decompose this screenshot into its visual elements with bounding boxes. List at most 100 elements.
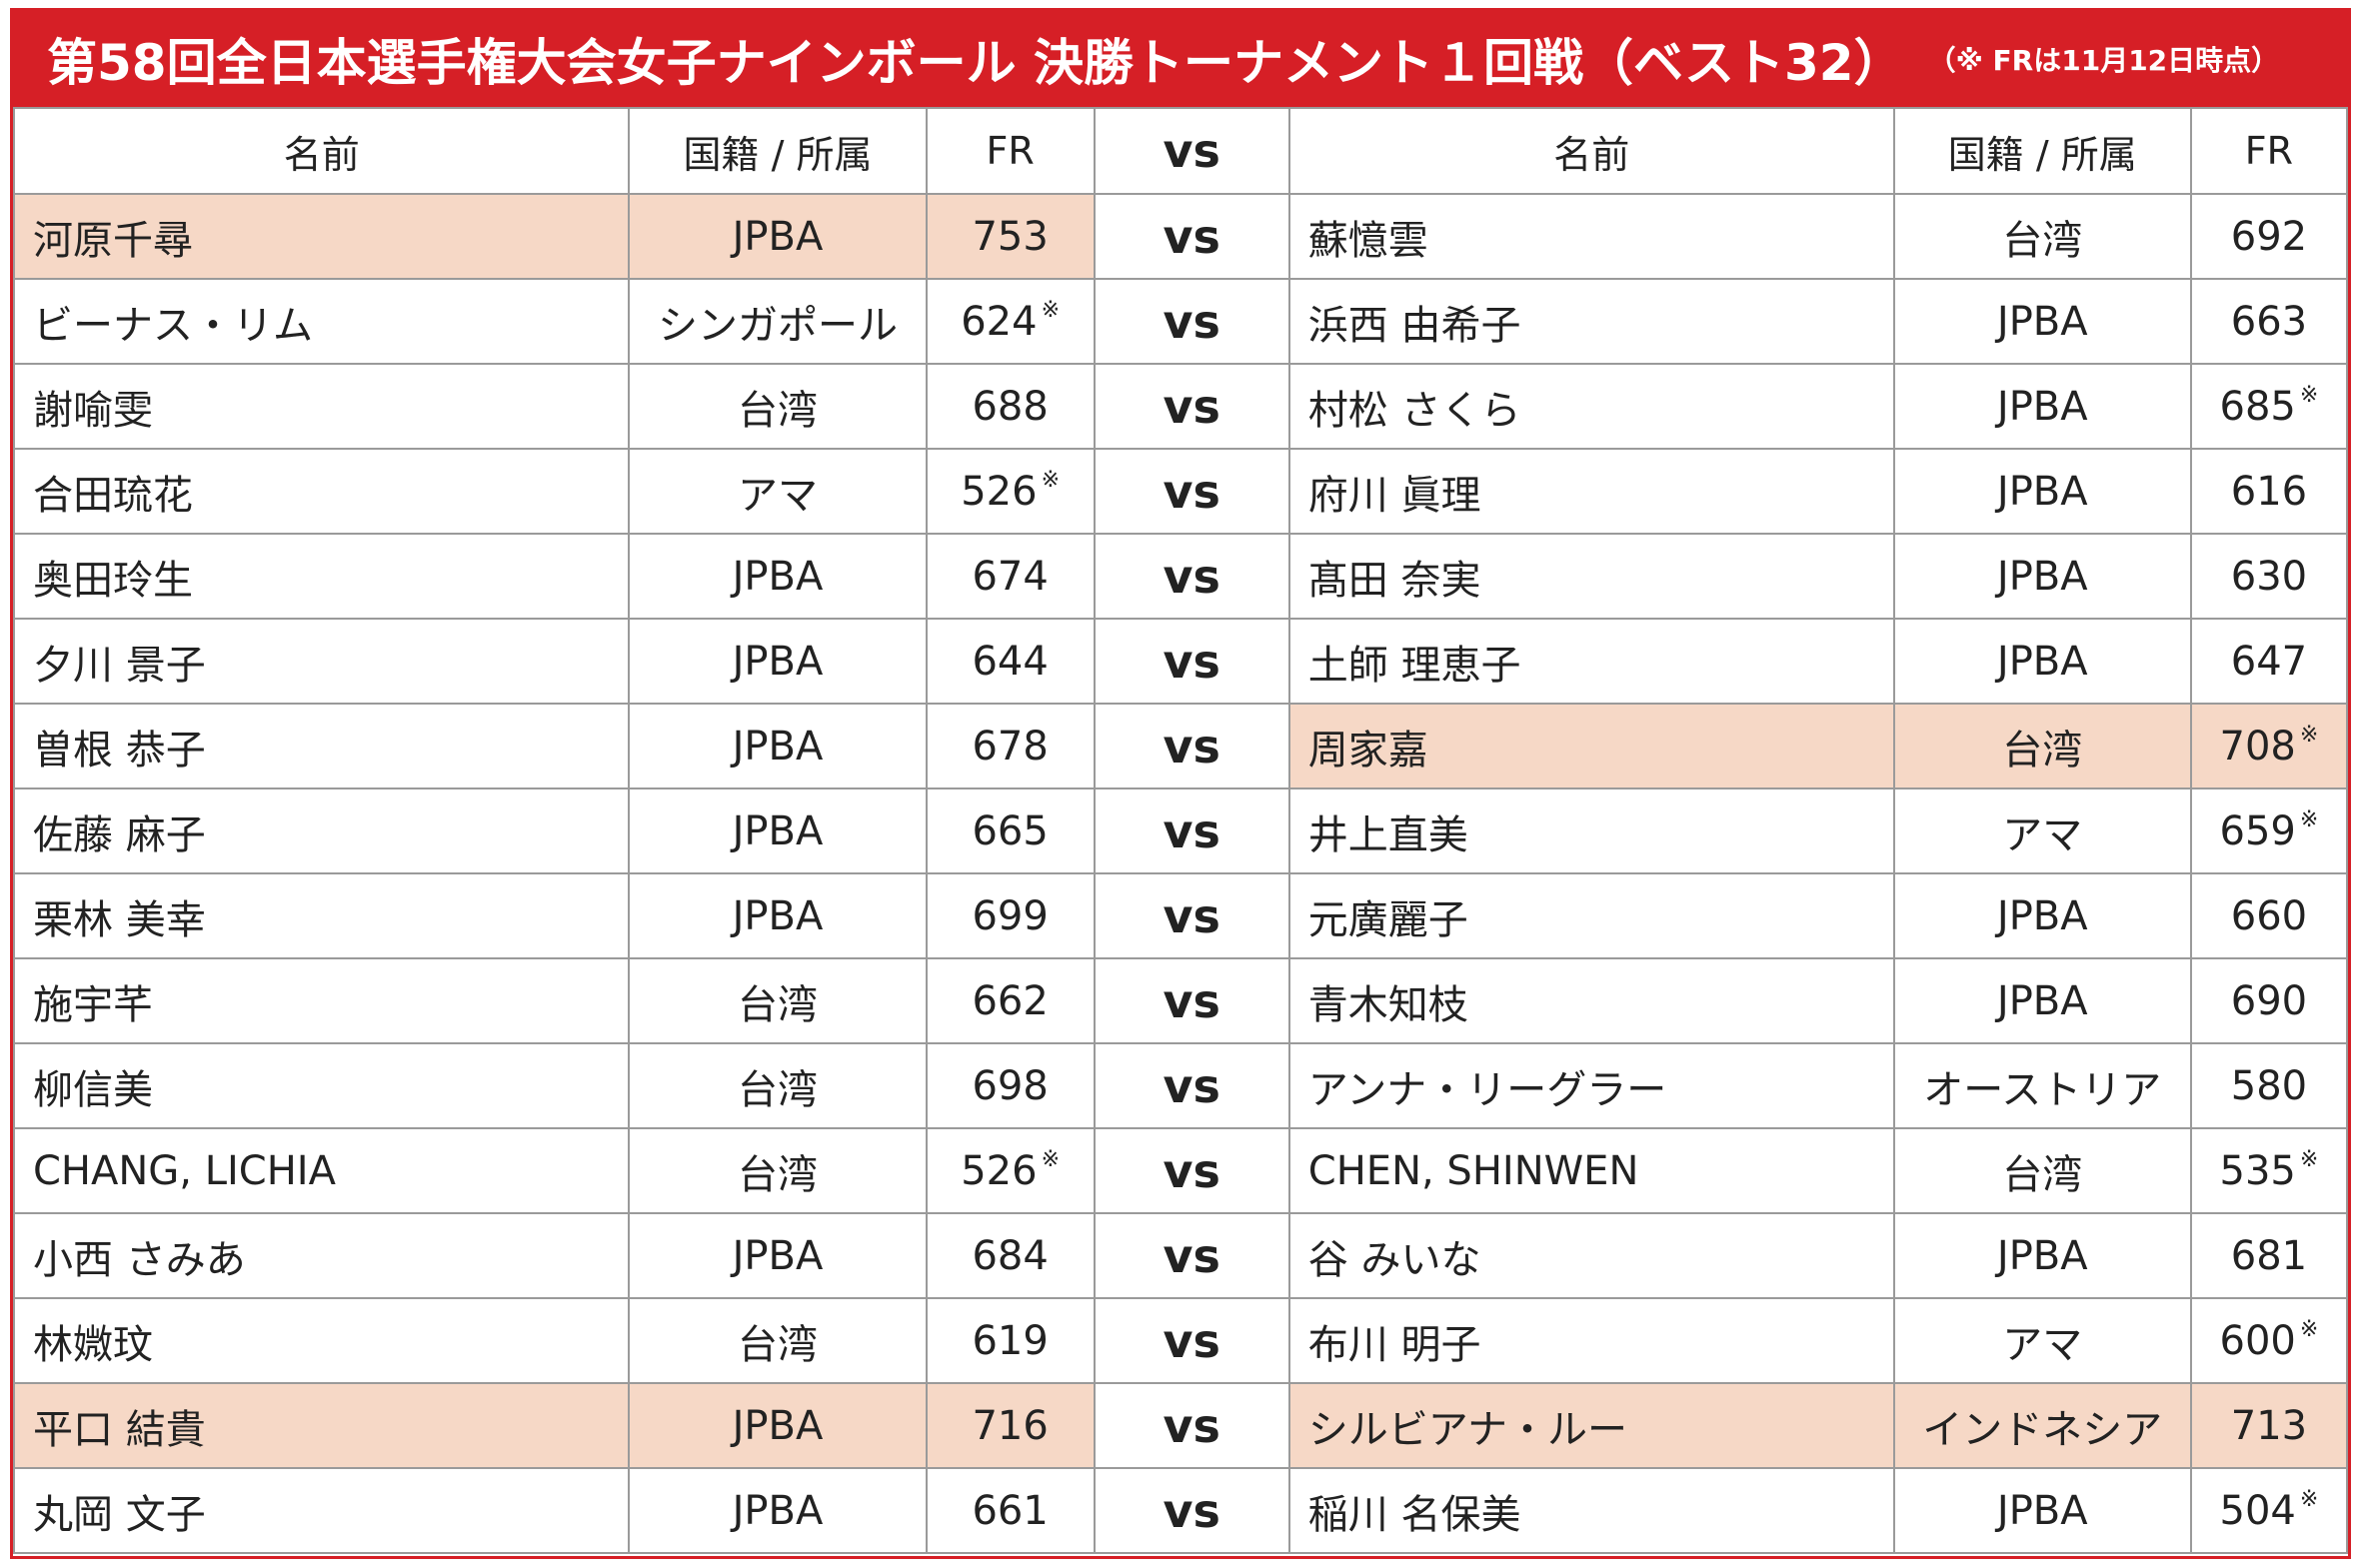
player-affiliation-left-text: JPBA bbox=[732, 638, 824, 685]
player-name-left-text: CHANG, LICHIA bbox=[33, 1147, 336, 1194]
player-fr-right-text: 659 bbox=[2219, 808, 2296, 854]
player-affiliation-right-text: JPBA bbox=[1996, 892, 2088, 939]
vs-label: vs bbox=[1093, 533, 1290, 620]
player-name-left: 曽根 恭子 bbox=[12, 703, 631, 789]
player-affiliation-left-text: JPBA bbox=[732, 213, 824, 260]
player-affiliation-right: アマ bbox=[1892, 1297, 2192, 1384]
player-name-left-text: 謝喻雯 bbox=[33, 387, 153, 434]
vs-label: vs bbox=[1093, 278, 1290, 365]
fr-note-mark-right: ※ bbox=[2299, 1147, 2319, 1172]
player-affiliation-right-text: 台湾 bbox=[2002, 1151, 2083, 1198]
player-name-right: 元廣麗子 bbox=[1287, 872, 1895, 959]
vs-label: vs bbox=[1093, 1042, 1290, 1129]
fr-note-mark-left: ※ bbox=[1041, 468, 1061, 493]
player-fr-right-text: 647 bbox=[2230, 638, 2308, 685]
player-name-right: 村松 さくら bbox=[1287, 363, 1895, 450]
player-name-left: 小西 さみあ bbox=[12, 1212, 631, 1299]
player-name-left: ビーナス・リム bbox=[12, 278, 631, 365]
player-name-left-text: 曽根 恭子 bbox=[33, 727, 206, 774]
player-affiliation-left: シンガポール bbox=[628, 278, 928, 365]
vs-label-text: vs bbox=[1163, 1313, 1220, 1368]
player-fr-left: 662 bbox=[925, 957, 1096, 1044]
player-affiliation-right: JPBA bbox=[1892, 533, 2192, 620]
player-affiliation-right-text: アマ bbox=[2002, 1321, 2083, 1368]
match-row: 佐藤 麻子 JPBA 665 vs 井上直美 アマ 659 ※ bbox=[12, 787, 2349, 874]
vs-label: vs bbox=[1093, 703, 1290, 789]
fr-note-mark-right: ※ bbox=[2299, 723, 2319, 748]
vs-label-text: vs bbox=[1163, 803, 1220, 858]
player-name-right: 髙田 奈実 bbox=[1287, 533, 1895, 620]
player-affiliation-left: JPBA bbox=[628, 787, 928, 874]
player-name-right: 土師 理恵子 bbox=[1287, 618, 1895, 705]
player-fr-right: 690 bbox=[2189, 957, 2349, 1044]
player-name-left: 丸岡 文子 bbox=[12, 1467, 631, 1554]
player-fr-right-text: 580 bbox=[2230, 1062, 2308, 1109]
player-affiliation-left: JPBA bbox=[628, 872, 928, 959]
player-affiliation-right: JPBA bbox=[1892, 872, 2192, 959]
player-name-left: 奥田玲生 bbox=[12, 533, 631, 620]
player-fr-left-text: 674 bbox=[972, 553, 1049, 600]
player-fr-right-text: 692 bbox=[2230, 213, 2308, 260]
player-affiliation-right: 台湾 bbox=[1892, 1127, 2192, 1214]
player-name-right: CHEN, SHINWEN bbox=[1287, 1127, 1895, 1214]
player-name-right-text: 府川 眞理 bbox=[1307, 472, 1481, 519]
player-name-left: 夕川 景子 bbox=[12, 618, 631, 705]
player-fr-right-text: 660 bbox=[2230, 892, 2308, 939]
header-row: 名前 国籍 / 所属 FR vs 名前 国籍 / 所属 FR bbox=[12, 107, 2349, 195]
vs-label-text: vs bbox=[1163, 973, 1220, 1028]
player-fr-right-text: 630 bbox=[2230, 553, 2308, 600]
player-fr-right-text: 535 bbox=[2219, 1148, 2296, 1194]
title-note: （※ FRは11月12日時点） bbox=[1927, 44, 2280, 77]
player-affiliation-right-text: JPBA bbox=[1996, 383, 2088, 430]
player-name-left: 河原千尋 bbox=[12, 193, 631, 280]
player-fr-left-text: 624 bbox=[961, 299, 1038, 345]
player-affiliation-right-text: JPBA bbox=[1996, 468, 2088, 515]
match-row: 林媺玟 台湾 619 vs 布川 明子 アマ 600 ※ bbox=[12, 1297, 2349, 1384]
player-fr-left-text: 665 bbox=[972, 807, 1049, 854]
player-fr-right: 504 ※ bbox=[2189, 1467, 2349, 1554]
player-name-right-text: 髙田 奈実 bbox=[1307, 557, 1481, 604]
player-fr-left-text: 753 bbox=[972, 213, 1049, 260]
player-name-right-text: 布川 明子 bbox=[1307, 1321, 1481, 1368]
player-name-right-text: シルビアナ・ルー bbox=[1307, 1406, 1627, 1453]
vs-label-text: vs bbox=[1163, 209, 1220, 264]
vs-label-text: vs bbox=[1163, 1483, 1220, 1538]
player-fr-left: 674 bbox=[925, 533, 1096, 620]
player-fr-left: 624 ※ bbox=[925, 278, 1096, 365]
player-affiliation-left-text: アマ bbox=[737, 472, 818, 519]
player-name-left-text: ビーナス・リム bbox=[33, 302, 313, 349]
player-fr-left-text: 678 bbox=[972, 723, 1049, 770]
player-fr-left-text: 526 bbox=[961, 1148, 1038, 1194]
player-affiliation-left: JPBA bbox=[628, 1212, 928, 1299]
player-affiliation-right-text: オーストリア bbox=[1923, 1066, 2162, 1113]
vs-label: vs bbox=[1093, 957, 1290, 1044]
player-fr-left: 753 bbox=[925, 193, 1096, 280]
player-fr-right: 647 bbox=[2189, 618, 2349, 705]
header-fr-right: FR bbox=[2189, 107, 2349, 195]
player-affiliation-right: JPBA bbox=[1892, 448, 2192, 535]
player-affiliation-left: 台湾 bbox=[628, 1127, 928, 1214]
player-name-right: 稲川 名保美 bbox=[1287, 1467, 1895, 1554]
player-name-left: 佐藤 麻子 bbox=[12, 787, 631, 874]
player-name-left: CHANG, LICHIA bbox=[12, 1127, 631, 1214]
player-name-left-text: 小西 さみあ bbox=[33, 1236, 246, 1283]
vs-label: vs bbox=[1093, 193, 1290, 280]
header-affiliation-right: 国籍 / 所属 bbox=[1892, 107, 2192, 195]
player-affiliation-left: JPBA bbox=[628, 1467, 928, 1554]
player-affiliation-left-text: 台湾 bbox=[737, 981, 818, 1028]
vs-label-text: vs bbox=[1163, 1228, 1220, 1283]
page-title: 第58回全日本選手権大会女子ナインボール 決勝トーナメント１回戦（ベスト32） bbox=[47, 34, 1904, 92]
player-affiliation-left: 台湾 bbox=[628, 957, 928, 1044]
match-row: 平口 結貴 JPBA 716 vs シルビアナ・ルー インドネシア 713 bbox=[12, 1382, 2349, 1469]
player-fr-right-text: 690 bbox=[2230, 977, 2308, 1024]
player-name-right-text: CHEN, SHINWEN bbox=[1307, 1147, 1639, 1194]
player-affiliation-left: JPBA bbox=[628, 618, 928, 705]
player-name-left: 謝喻雯 bbox=[12, 363, 631, 450]
player-fr-left: 526 ※ bbox=[925, 448, 1096, 535]
player-affiliation-left: JPBA bbox=[628, 193, 928, 280]
player-affiliation-right: JPBA bbox=[1892, 957, 2192, 1044]
player-affiliation-right-text: JPBA bbox=[1996, 553, 2088, 600]
player-name-right-text: 谷 みいな bbox=[1307, 1236, 1481, 1283]
player-name-left-text: 奥田玲生 bbox=[33, 557, 193, 604]
fr-note-mark-right: ※ bbox=[2299, 1487, 2319, 1512]
